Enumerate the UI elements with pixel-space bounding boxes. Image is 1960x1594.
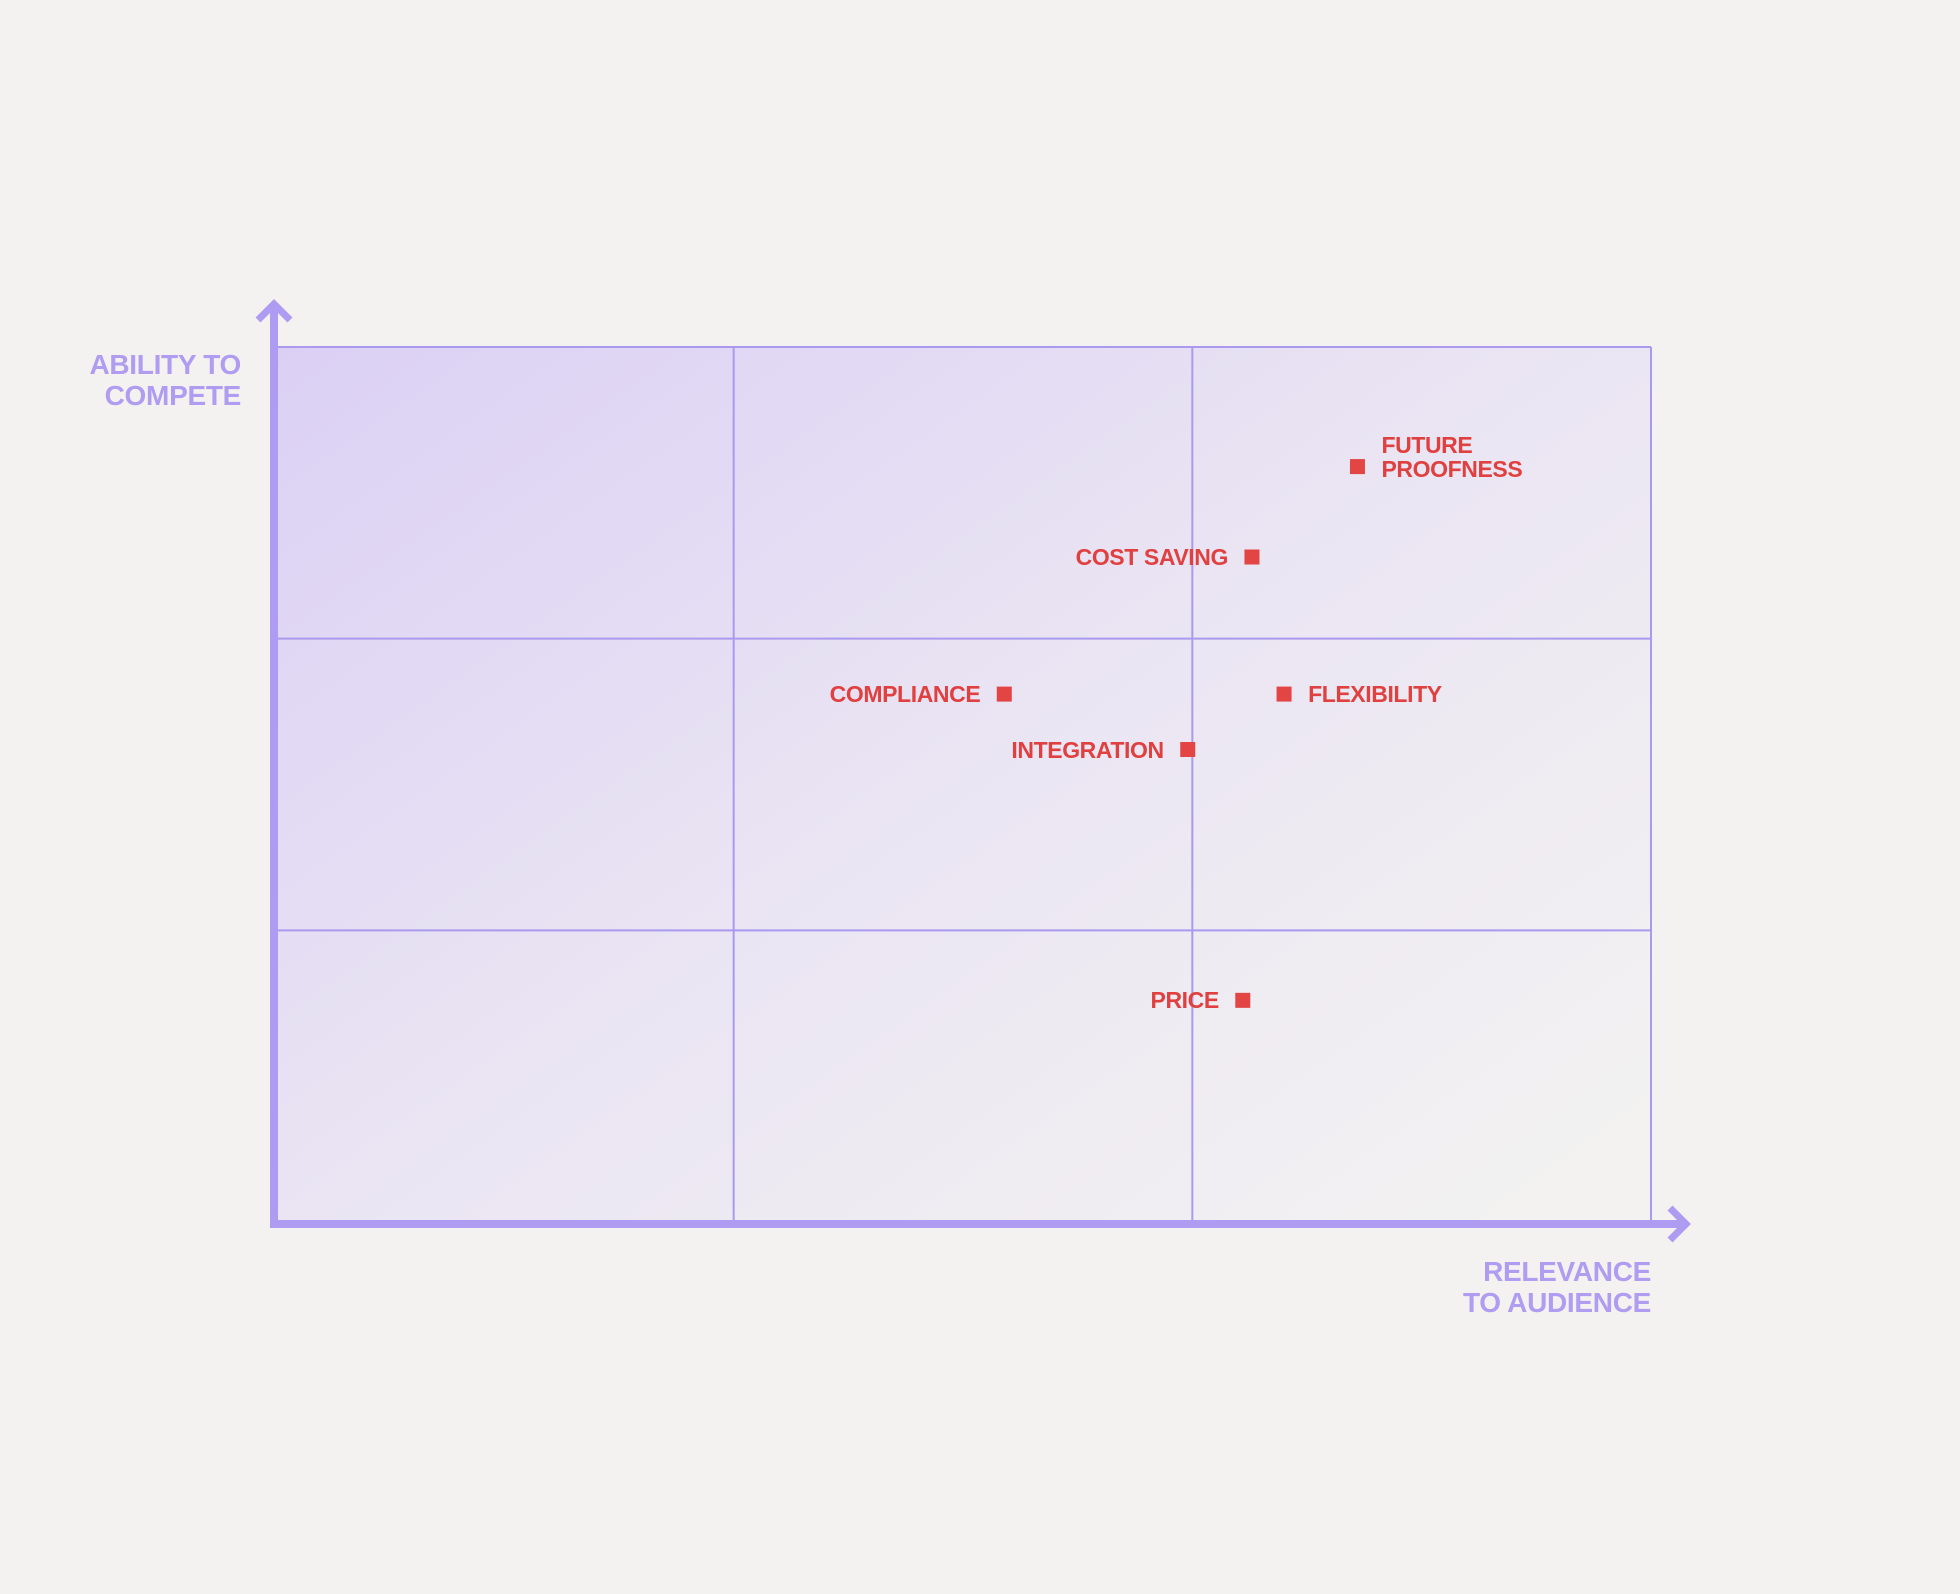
point bbox=[1180, 742, 1196, 757]
y-axis-title: ABILITY TO COMPETE bbox=[89, 349, 241, 411]
point-label: COMPLIANCE bbox=[829, 681, 981, 708]
point bbox=[996, 686, 1012, 702]
point bbox=[1349, 459, 1365, 475]
point-label: FLEXIBILITY bbox=[1308, 681, 1442, 708]
point bbox=[1244, 549, 1260, 565]
point bbox=[1235, 992, 1251, 1008]
x-arrow bbox=[1667, 1205, 1691, 1243]
point-label: COST SAVING bbox=[1075, 544, 1229, 570]
y-arrow bbox=[255, 299, 293, 323]
plot-area bbox=[275, 347, 1651, 1222]
point-label: INTEGRATION bbox=[1011, 736, 1164, 763]
point-label: PRICE bbox=[1150, 987, 1220, 1014]
x-axis-title: RELEVANCE TO AUDIENCE bbox=[1462, 1256, 1651, 1318]
point bbox=[1276, 686, 1292, 702]
point-label: FUTURE PROOFNESS bbox=[1381, 431, 1523, 482]
